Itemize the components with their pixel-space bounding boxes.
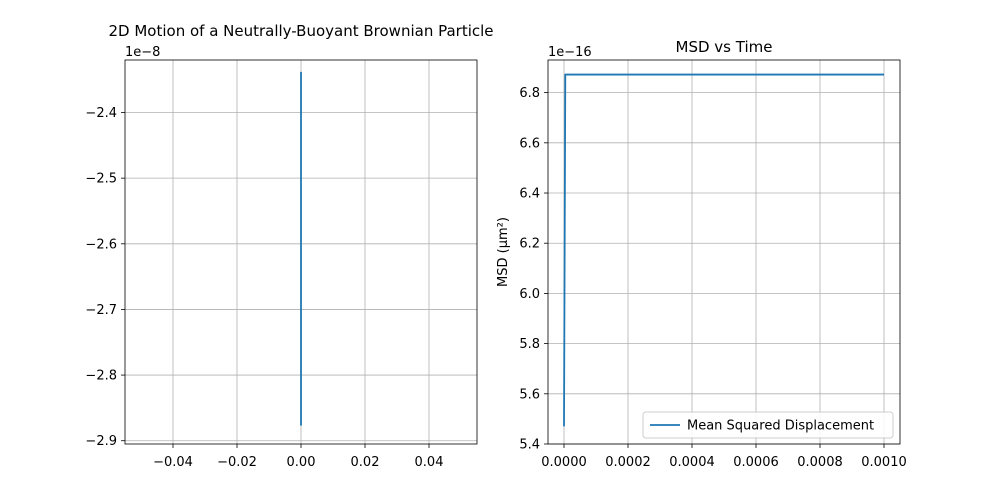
msd-y-tick-label: 5.6 xyxy=(519,387,540,402)
msd-x-tick-label: 0.0004 xyxy=(669,455,715,470)
msd-title: MSD vs Time xyxy=(676,38,773,56)
trajectory-y-tick-label: −2.5 xyxy=(85,172,117,187)
msd-chart: 0.0000 0.0002 0.0004 0.0006 0.0008 0.0010 5.4… xyxy=(496,38,907,470)
trajectory-x-tick-label: 0.00 xyxy=(287,455,316,470)
msd-y-tick-label: 5.8 xyxy=(519,337,540,352)
msd-legend: Mean Squared Displacement xyxy=(642,411,894,439)
msd-grid xyxy=(548,60,900,445)
trajectory-x-ticks: −0.04 −0.02 0.00 0.02 0.04 xyxy=(153,444,443,470)
msd-y-tick-label: 5.4 xyxy=(519,438,540,453)
msd-y-tick-label: 6.2 xyxy=(519,237,540,252)
msd-x-tick-label: 0.0002 xyxy=(605,455,651,470)
trajectory-title: 2D Motion of a Neutrally-Buoyant Brownia… xyxy=(108,22,493,40)
trajectory-y-tick-label: −2.9 xyxy=(85,434,117,449)
msd-series-line xyxy=(563,73,884,427)
msd-y-offset: 1e−16 xyxy=(548,45,592,60)
trajectory-x-tick-label: 0.02 xyxy=(351,455,380,470)
msd-x-tick-label: 0.0010 xyxy=(861,455,907,470)
msd-y-axis-label: MSD (μm²) xyxy=(496,217,511,287)
trajectory-y-tick-label: −2.7 xyxy=(85,303,117,318)
msd-y-tick-label: 6.4 xyxy=(519,187,540,202)
trajectory-y-ticks: −2.9 −2.8 −2.7 −2.6 −2.5 −2.4 xyxy=(85,106,125,449)
msd-plot-frame xyxy=(547,59,901,445)
msd-legend-label: Mean Squared Displacement xyxy=(687,419,874,434)
trajectory-x-tick-label: 0.04 xyxy=(415,455,444,470)
msd-x-ticks: 0.0000 0.0002 0.0004 0.0006 0.0008 0.0010 xyxy=(541,444,907,470)
trajectory-y-offset: 1e−8 xyxy=(125,45,160,60)
msd-series xyxy=(563,73,884,427)
msd-y-tick-label: 6.8 xyxy=(519,86,540,101)
msd-x-tick-label: 0.0000 xyxy=(541,455,587,470)
trajectory-y-tick-label: −2.4 xyxy=(85,106,117,121)
trajectory-x-tick-label: −0.04 xyxy=(153,455,193,470)
trajectory-x-tick-label: −0.02 xyxy=(217,455,257,470)
msd-y-tick-label: 6.0 xyxy=(519,287,540,302)
msd-x-tick-label: 0.0008 xyxy=(797,455,843,470)
trajectory-y-tick-label: −2.6 xyxy=(85,237,117,252)
trajectory-y-tick-label: −2.8 xyxy=(85,369,117,384)
trajectory-chart: −0.04 −0.02 0.00 0.02 0.04 −2.9−2.8−2.7−2.6−… xyxy=(85,22,493,470)
msd-legend-box xyxy=(642,411,894,439)
msd-y-ticks: 5.4 5.6 5.8 6.0 6.2 6.4 6.6 6.8 xyxy=(519,86,548,453)
msd-x-tick-label: 0.0006 xyxy=(733,455,779,470)
msd-y-tick-label: 6.6 xyxy=(519,136,540,151)
